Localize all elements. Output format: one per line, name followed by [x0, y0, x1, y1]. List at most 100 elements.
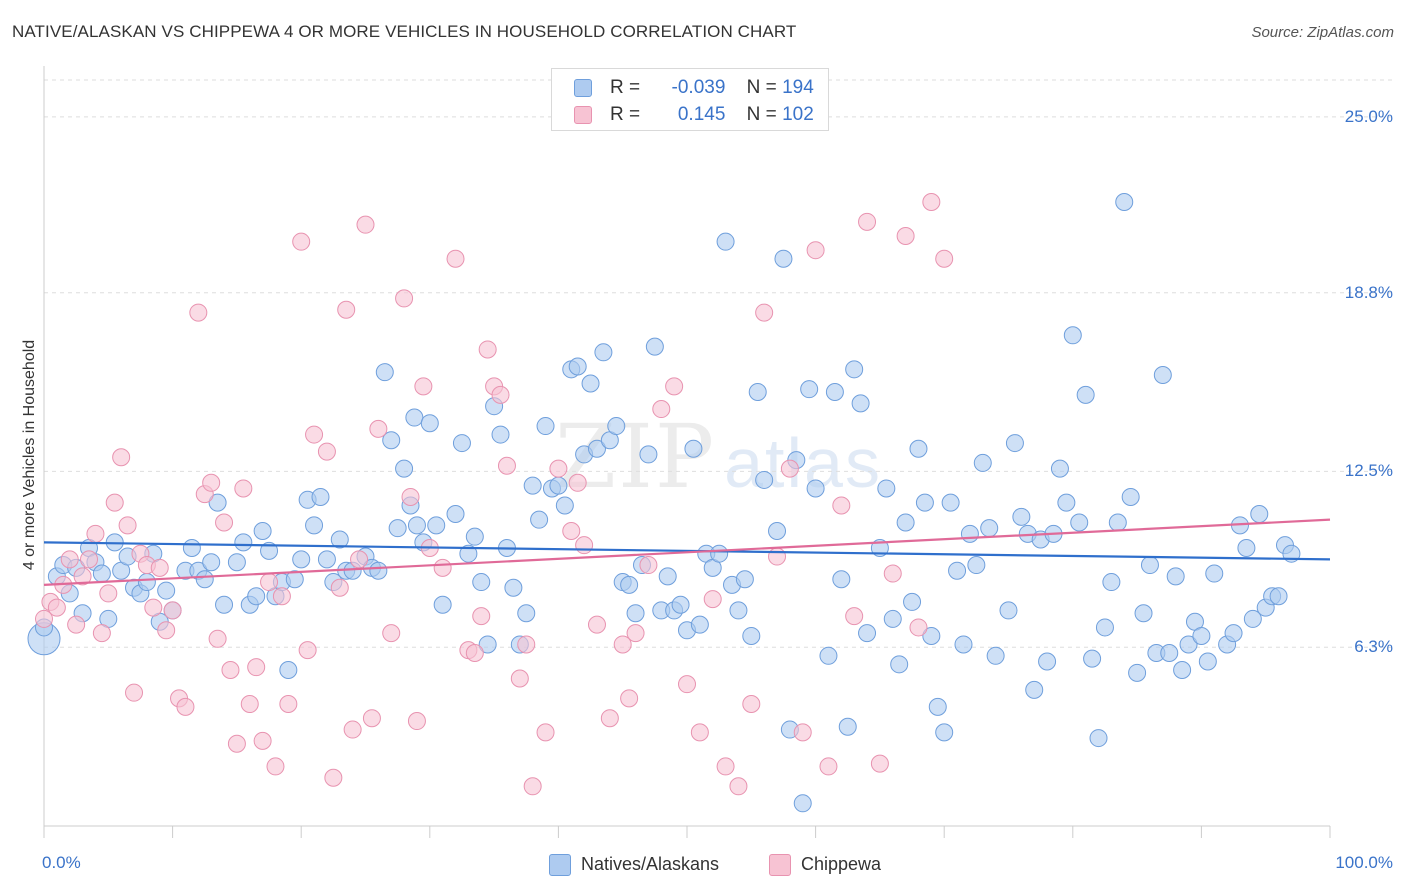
- chippewa-point: [125, 683, 144, 702]
- natives-point: [369, 561, 388, 580]
- source-note: Source: ZipAtlas.com: [1251, 24, 1394, 41]
- natives-point: [1115, 192, 1134, 211]
- chippewa-point: [446, 249, 465, 268]
- natives-point: [472, 573, 491, 592]
- natives-point: [819, 646, 838, 665]
- natives-point: [928, 697, 947, 716]
- chippewa-point: [793, 723, 812, 742]
- natives-point: [279, 660, 298, 679]
- chippewa-point: [600, 709, 619, 728]
- natives-point: [890, 655, 909, 674]
- natives-point: [407, 516, 426, 535]
- chippewa-r-label: R =: [610, 104, 641, 125]
- natives-point: [1063, 326, 1082, 345]
- chippewa-point: [272, 587, 291, 606]
- chippewa-point: [247, 658, 266, 677]
- natives-n-label: N =: [746, 77, 777, 98]
- natives-point: [1192, 626, 1211, 645]
- natives-point: [729, 601, 748, 620]
- natives-point: [909, 439, 928, 458]
- legend-chippewa-label: Chippewa: [801, 854, 882, 874]
- chippewa-point: [317, 442, 336, 461]
- chippewa-point: [189, 303, 208, 322]
- natives-point: [1025, 680, 1044, 699]
- chippewa-point: [755, 303, 774, 322]
- chippewa-point: [620, 689, 639, 708]
- natives-point: [92, 564, 111, 583]
- chippewa-trend-line: [43, 518, 1331, 586]
- natives-point: [195, 570, 214, 589]
- chippewa-point: [909, 618, 928, 637]
- chippewa-point: [575, 536, 594, 555]
- natives-point: [755, 470, 774, 489]
- chippewa-point: [497, 456, 516, 475]
- natives-point: [986, 646, 1005, 665]
- chippewa-point: [73, 567, 92, 586]
- chippewa-point: [922, 192, 941, 211]
- chippewa-point: [253, 731, 272, 750]
- chippewa-point: [523, 777, 542, 796]
- natives-n-value: 194: [782, 77, 814, 98]
- chippewa-point: [819, 757, 838, 776]
- chippewa-point: [491, 385, 510, 404]
- natives-point: [459, 544, 478, 563]
- natives-point: [208, 493, 227, 512]
- chippewa-point: [690, 723, 709, 742]
- chippewa-point: [870, 754, 889, 773]
- natives-point: [954, 635, 973, 654]
- chippewa-point: [260, 573, 279, 592]
- chippewa-point: [324, 768, 343, 787]
- chippewa-point: [549, 459, 568, 478]
- natives-point: [915, 493, 934, 512]
- natives-point: [793, 794, 812, 813]
- natives-point: [960, 524, 979, 543]
- chippewa-point: [407, 712, 426, 731]
- chippewa-point: [279, 695, 298, 714]
- natives-point: [452, 434, 471, 453]
- chippewa-point: [112, 448, 131, 467]
- natives-point: [1160, 643, 1179, 662]
- chippewa-point: [234, 479, 253, 498]
- natives-point: [742, 626, 761, 645]
- natives-point: [607, 417, 626, 436]
- chippewa-point: [35, 609, 53, 628]
- chippewa-point: [60, 550, 79, 569]
- natives-point: [382, 431, 401, 450]
- natives-point: [227, 553, 246, 572]
- natives-point: [768, 522, 787, 541]
- natives-point: [903, 592, 922, 611]
- natives-point: [311, 487, 330, 506]
- natives-point: [375, 363, 394, 382]
- natives-swatch: [574, 79, 592, 97]
- natives-point: [684, 439, 703, 458]
- chippewa-point: [414, 377, 433, 396]
- y-tick-label-1: 12.5%: [1344, 461, 1393, 481]
- natives-point: [658, 567, 677, 586]
- natives-point: [1095, 618, 1114, 637]
- natives-point: [1083, 649, 1102, 668]
- natives-point: [388, 519, 407, 538]
- legend-natives-swatch: [549, 854, 571, 876]
- chippewa-point: [266, 757, 285, 776]
- chippewa-point: [337, 300, 356, 319]
- natives-point: [1153, 365, 1172, 384]
- natives-point: [504, 578, 523, 597]
- natives-point: [420, 414, 439, 433]
- y-tick-label-0: 6.3%: [1354, 637, 1393, 657]
- natives-point: [941, 493, 960, 512]
- natives-point: [1269, 587, 1288, 606]
- chippewa-point: [639, 556, 658, 575]
- natives-point: [549, 476, 568, 495]
- natives-point: [1108, 513, 1127, 532]
- chippewa-point: [472, 607, 491, 626]
- natives-point: [1070, 513, 1089, 532]
- natives-point: [851, 394, 870, 413]
- chippewa-point: [742, 695, 761, 714]
- natives-point: [735, 570, 754, 589]
- chippewa-point: [292, 232, 311, 251]
- chippewa-point: [105, 493, 124, 512]
- natives-point: [395, 459, 414, 478]
- natives-point: [234, 533, 253, 552]
- chippewa-n-value: 102: [782, 104, 814, 125]
